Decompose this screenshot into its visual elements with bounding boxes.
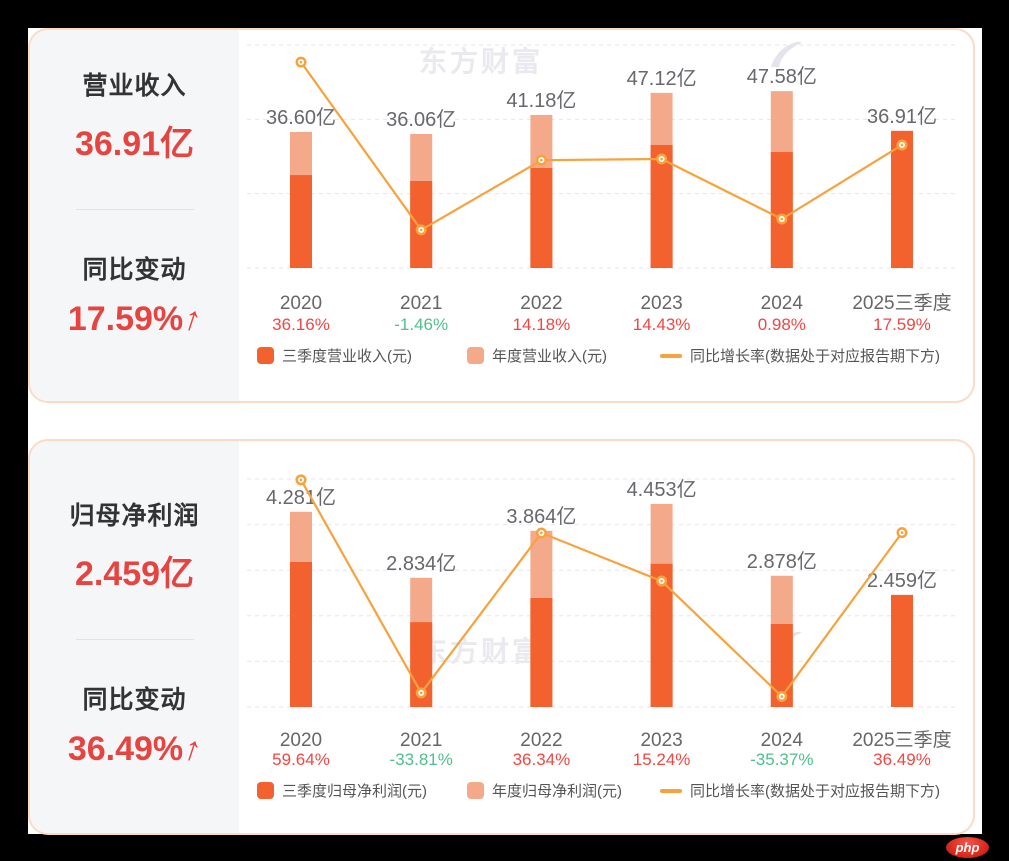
panel-divider xyxy=(75,209,194,210)
svg-text:14.18%: 14.18% xyxy=(513,315,571,334)
growth-line-swatch xyxy=(660,353,682,358)
net-profit-summary-panel: 归母净利润 2.459亿 同比变动 36.49%↑ xyxy=(30,441,239,833)
panel-divider xyxy=(75,638,194,640)
svg-text:2022: 2022 xyxy=(520,293,562,314)
svg-text:41.18亿: 41.18亿 xyxy=(506,89,576,112)
annual-series-swatch xyxy=(467,347,484,364)
revenue-metric-value: 36.91亿 xyxy=(74,125,195,163)
net-profit-change-value: 36.49%↑ xyxy=(67,728,207,769)
revenue-change-pct: 17.59% xyxy=(67,300,184,338)
svg-text:2025三季度: 2025三季度 xyxy=(852,292,951,314)
svg-text:2023: 2023 xyxy=(640,730,682,751)
net-profit-chart-area: 东方财富 4.281亿 2020 59.64% 2.834亿 2021 -33.81% 3.… xyxy=(239,441,973,833)
q3-series-swatch xyxy=(257,782,274,799)
legend-label: 同比增长率(数据处于对应报告期下方) xyxy=(690,348,940,365)
svg-text:2020: 2020 xyxy=(280,293,322,314)
net-profit-metric-value: 2.459亿 xyxy=(74,554,195,593)
svg-text:2020: 2020 xyxy=(280,730,322,751)
legend-annual-net-profit[interactable]: 年度归母净利润(元) xyxy=(467,780,622,801)
php-logo: php xyxy=(946,837,989,858)
svg-text:36.49%: 36.49% xyxy=(873,750,931,769)
revenue-metric-label: 营业收入 xyxy=(82,72,187,100)
svg-text:36.34%: 36.34% xyxy=(513,750,571,769)
legend-q3-net-profit[interactable]: 三季度归母净利润(元) xyxy=(257,780,427,801)
svg-text:3.864亿: 3.864亿 xyxy=(506,505,576,528)
revenue-summary-panel: 营业收入 36.91亿 同比变动 17.59%↑ xyxy=(30,30,239,401)
svg-text:2021: 2021 xyxy=(400,730,442,751)
svg-text:0.98%: 0.98% xyxy=(758,315,806,334)
svg-text:2.878亿: 2.878亿 xyxy=(747,550,817,573)
legend-label: 年度归母净利润(元) xyxy=(492,783,622,800)
page-background: 营业收入 36.91亿 同比变动 17.59%↑ 东方财富 36.60亿 2020… xyxy=(28,28,982,835)
growth-line-swatch xyxy=(660,788,682,793)
svg-text:36.60亿: 36.60亿 xyxy=(266,106,336,129)
q3-series-swatch xyxy=(257,347,274,364)
revenue-chart-area: 东方财富 36.60亿 2020 36.16% 36.06亿 2021 -1.46% 41.… xyxy=(239,30,973,401)
svg-text:2024: 2024 xyxy=(761,293,804,314)
legend-growth-rate[interactable]: 同比增长率(数据处于对应报告期下方) xyxy=(660,780,940,801)
svg-text:14.43%: 14.43% xyxy=(633,315,691,334)
revenue-card: 营业收入 36.91亿 同比变动 17.59%↑ 东方财富 36.60亿 2020… xyxy=(28,28,975,403)
annual-series-swatch xyxy=(467,782,484,799)
revenue-change-label: 同比变动 xyxy=(82,256,187,284)
legend-q3-revenue[interactable]: 三季度营业收入(元) xyxy=(257,345,412,366)
legend-label: 三季度营业收入(元) xyxy=(282,348,412,365)
svg-text:2.834亿: 2.834亿 xyxy=(386,552,456,575)
svg-text:-35.37%: -35.37% xyxy=(750,750,813,769)
svg-text:-33.81%: -33.81% xyxy=(390,750,453,769)
svg-text:36.91亿: 36.91亿 xyxy=(867,105,937,128)
svg-text:36.06亿: 36.06亿 xyxy=(386,108,456,131)
revenue-legend: 三季度营业收入(元) 年度营业收入(元) 同比增长率(数据处于对应报告期下方) xyxy=(239,345,973,369)
svg-text:2.459亿: 2.459亿 xyxy=(867,569,937,592)
svg-text:47.12亿: 47.12亿 xyxy=(627,67,697,90)
net-profit-metric-label: 归母净利润 xyxy=(69,501,200,530)
svg-text:2022: 2022 xyxy=(520,730,562,751)
svg-text:2021: 2021 xyxy=(400,293,442,314)
net-profit-legend: 三季度归母净利润(元) 年度归母净利润(元) 同比增长率(数据处于对应报告期下方… xyxy=(239,780,973,804)
svg-text:15.24%: 15.24% xyxy=(633,750,691,769)
svg-text:2023: 2023 xyxy=(640,293,682,314)
svg-text:4.281亿: 4.281亿 xyxy=(266,486,336,509)
svg-text:-1.46%: -1.46% xyxy=(394,315,448,334)
net-profit-change-pct: 36.49% xyxy=(67,729,184,768)
legend-label: 同比增长率(数据处于对应报告期下方) xyxy=(690,783,940,800)
svg-text:59.64%: 59.64% xyxy=(272,750,330,769)
net-profit-change-label: 同比变动 xyxy=(82,685,187,714)
legend-label: 年度营业收入(元) xyxy=(492,348,607,365)
legend-label: 三季度归母净利润(元) xyxy=(282,783,427,800)
legend-annual-revenue[interactable]: 年度营业收入(元) xyxy=(467,345,607,366)
legend-growth-rate[interactable]: 同比增长率(数据处于对应报告期下方) xyxy=(660,345,940,366)
svg-text:47.58亿: 47.58亿 xyxy=(747,65,817,88)
svg-text:2025三季度: 2025三季度 xyxy=(852,729,951,751)
svg-text:36.16%: 36.16% xyxy=(272,315,330,334)
svg-text:2024: 2024 xyxy=(761,730,804,751)
svg-text:17.59%: 17.59% xyxy=(873,315,931,334)
svg-text:4.453亿: 4.453亿 xyxy=(627,478,697,501)
net-profit-card: 归母净利润 2.459亿 同比变动 36.49%↑ 东方财富 4.281亿 202… xyxy=(28,439,975,835)
revenue-change-value: 17.59%↑ xyxy=(67,298,207,339)
